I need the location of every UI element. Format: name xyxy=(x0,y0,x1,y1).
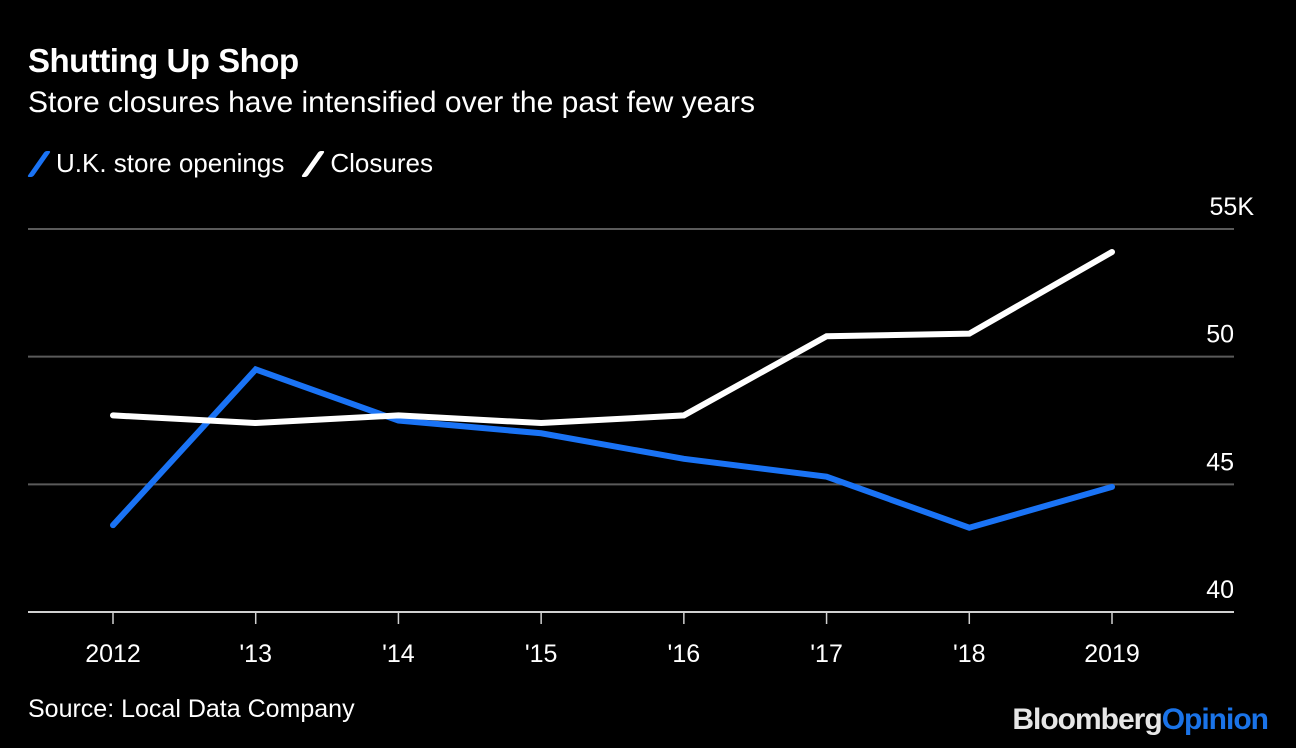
legend: U.K. store openings Closures xyxy=(26,148,451,179)
bloomberg-opinion-logo: BloombergOpinion xyxy=(1012,703,1269,737)
source-note: Source: Local Data Company xyxy=(28,695,355,723)
logo-bloomberg: Bloomberg xyxy=(1012,703,1162,736)
x-tick-label: '15 xyxy=(525,640,558,668)
x-tick-label: '14 xyxy=(382,640,415,668)
y-tick-label: 40 xyxy=(1206,576,1234,604)
chart-subtitle: Store closures have intensified over the… xyxy=(28,86,756,119)
x-tick-label: '16 xyxy=(668,640,701,668)
y-tick-label: 45 xyxy=(1206,448,1234,476)
y-axis-ticks: 40 45 50 55K xyxy=(1206,193,1254,604)
x-tick-label: '17 xyxy=(810,640,843,668)
series-lines xyxy=(110,248,1115,531)
y-tick-label: 50 xyxy=(1206,321,1234,349)
legend-label-openings: U.K. store openings xyxy=(56,148,285,178)
series-line-closures xyxy=(110,248,1115,427)
x-axis: 2012 '13 '14 '15 '16 '17 '18 2019 xyxy=(85,612,1140,668)
y-tick-label: 55K xyxy=(1210,193,1255,221)
legend-item-openings: U.K. store openings xyxy=(26,148,285,179)
x-tick-label: '18 xyxy=(953,640,986,668)
legend-label-closures: Closures xyxy=(330,148,433,178)
logo-opinion: Opinion xyxy=(1161,703,1269,736)
x-tick-label: '13 xyxy=(239,640,272,668)
gridlines xyxy=(28,228,1234,613)
series-line-openings xyxy=(110,365,1115,531)
chart-title: Shutting Up Shop xyxy=(28,42,299,79)
x-tick-label: 2012 xyxy=(85,640,141,668)
x-tick-label: 2019 xyxy=(1084,640,1140,668)
legend-item-closures: Closures xyxy=(301,148,433,179)
